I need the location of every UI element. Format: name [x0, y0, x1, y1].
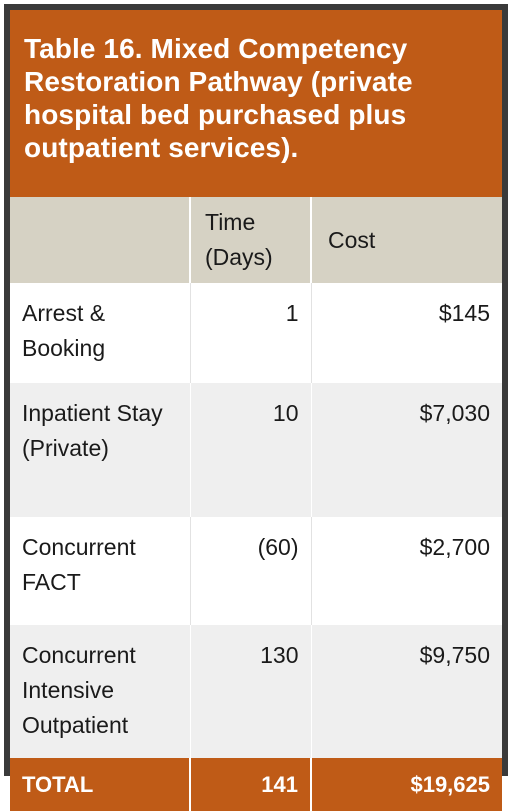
table-card: Table 16. Mixed Competency Restoration P… — [4, 4, 508, 811]
header-time: Time (Days) — [190, 197, 312, 283]
header-label — [10, 197, 191, 283]
row-cost: $7,030 — [311, 383, 502, 517]
header-cost: Cost — [311, 197, 502, 283]
table-row: Concurrent Intensive Outpatient 130 $9,7… — [10, 625, 502, 758]
row-time: 10 — [190, 383, 312, 517]
table-row: Inpatient Stay (Private) 10 $7,030 — [10, 383, 502, 517]
total-time: 141 — [190, 758, 312, 811]
total-label: TOTAL — [10, 758, 191, 811]
row-cost: $2,700 — [311, 517, 502, 625]
table-title: Table 16. Mixed Competency Restoration P… — [24, 33, 413, 163]
row-label: Arrest & Booking — [10, 283, 191, 383]
header-row: Time (Days) Cost — [10, 197, 502, 283]
row-time: 1 — [190, 283, 312, 383]
table-title-bar: Table 16. Mixed Competency Restoration P… — [10, 10, 502, 197]
row-cost: $145 — [311, 283, 502, 383]
table-row: Arrest & Booking 1 $145 — [10, 283, 502, 383]
table-row: Concurrent FACT (60) $2,700 — [10, 517, 502, 625]
total-row: TOTAL 141 $19,625 — [10, 758, 502, 811]
data-table: Time (Days) Cost Arrest & Booking 1 $145… — [10, 197, 502, 811]
total-cost: $19,625 — [311, 758, 502, 811]
row-cost: $9,750 — [311, 625, 502, 758]
row-time: 130 — [190, 625, 312, 758]
row-time: (60) — [190, 517, 312, 625]
row-label: Concurrent Intensive Outpatient — [10, 625, 191, 758]
row-label: Inpatient Stay (Private) — [10, 383, 191, 517]
row-label: Concurrent FACT — [10, 517, 191, 625]
